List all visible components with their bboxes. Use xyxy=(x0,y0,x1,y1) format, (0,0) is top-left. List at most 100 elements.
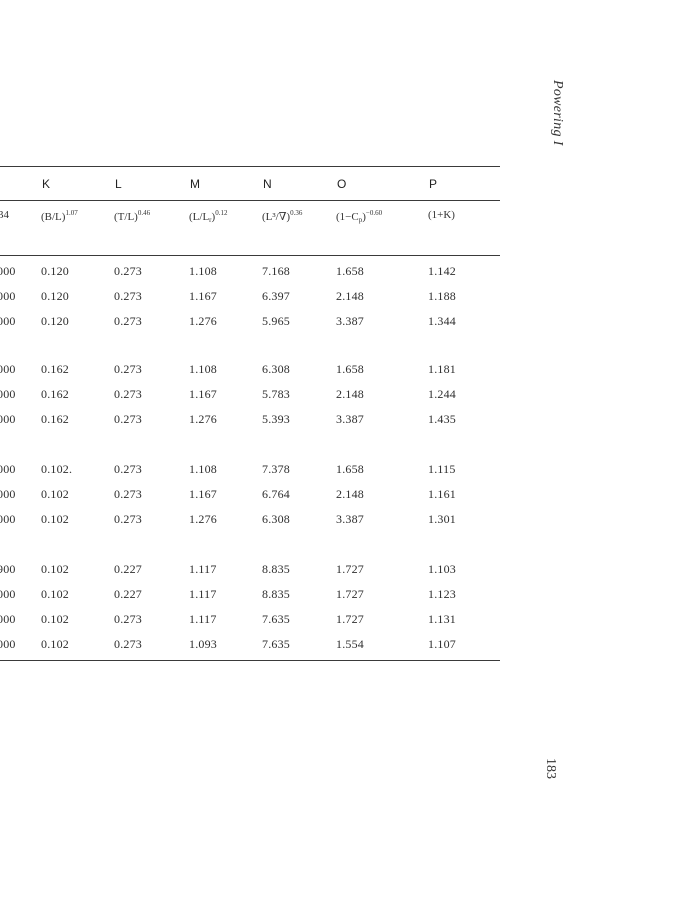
table-cell: 3.387 xyxy=(336,314,364,328)
table-cell: 0.273 xyxy=(114,314,142,328)
column-formula-3: (L/Lr)0.12 xyxy=(189,209,227,224)
table-cell: 1.301 xyxy=(428,512,456,526)
table-cell: 000 xyxy=(0,462,16,476)
table-cell: 1.276 xyxy=(189,314,217,328)
table-cell: 0.162 xyxy=(41,387,69,401)
table-cell: 1.123 xyxy=(428,587,456,601)
table-cell: 000 xyxy=(0,264,16,278)
table-cell: 1.658 xyxy=(336,462,364,476)
table-cell: 1.131 xyxy=(428,612,456,626)
table-cell: 3.387 xyxy=(336,512,364,526)
formula-exponent: 1.07 xyxy=(65,209,78,217)
table-cell: 1.554 xyxy=(336,637,364,651)
table-cell: 000 xyxy=(0,487,16,501)
table-cell: 1.727 xyxy=(336,587,364,601)
table-cell: 1.117 xyxy=(189,587,217,601)
column-letter-p: P xyxy=(429,177,438,191)
table-cell: 900 xyxy=(0,562,16,576)
table-header-rule xyxy=(0,200,500,201)
table-cell: 0.102 xyxy=(41,612,69,626)
table-cell: 6.397 xyxy=(262,289,290,303)
table-cell: 2.148 xyxy=(336,387,364,401)
formula-base: (1−C xyxy=(336,211,359,223)
table-cell: 0.102 xyxy=(41,562,69,576)
table-cell: 1.093 xyxy=(189,637,217,651)
table-cell: 5.393 xyxy=(262,412,290,426)
formula-base: (1+K) xyxy=(428,209,455,221)
table-cell: 1.108 xyxy=(189,362,217,376)
table-cell: 0.227 xyxy=(114,587,142,601)
table-cell: 0.102. xyxy=(41,462,73,476)
formula-exponent: 0.12 xyxy=(215,209,228,217)
table-cell: 0.102 xyxy=(41,487,69,501)
table-cell: 1.276 xyxy=(189,512,217,526)
column-formula-4: (L³/∇)0.36 xyxy=(262,209,302,223)
column-formula-text: 34 xyxy=(0,209,9,221)
page-number: 183 xyxy=(543,758,558,779)
table-cell: 7.635 xyxy=(262,637,290,651)
table-top-rule xyxy=(0,166,500,167)
table-cell: 0.273 xyxy=(114,264,142,278)
table-cell: 0.273 xyxy=(114,289,142,303)
table-cell: 1.103 xyxy=(428,562,456,576)
table-cell: 1.658 xyxy=(336,264,364,278)
table-cell: 0.273 xyxy=(114,462,142,476)
table-cell: 000 xyxy=(0,412,16,426)
running-head: Powering I xyxy=(550,80,565,146)
table-cell: 3.387 xyxy=(336,412,364,426)
table-cell: 0.273 xyxy=(114,412,142,426)
table-cell: 8.835 xyxy=(262,562,290,576)
table-cell: 7.635 xyxy=(262,612,290,626)
table-cell: 0.120 xyxy=(41,264,69,278)
table-cell: 0.102 xyxy=(41,587,69,601)
table-cell: 1.108 xyxy=(189,462,217,476)
table-cell: 0.273 xyxy=(114,612,142,626)
table-cell: 1.115 xyxy=(428,462,456,476)
table-cell: 6.764 xyxy=(262,487,290,501)
table-cell: 1.167 xyxy=(189,487,217,501)
table-cell: 7.378 xyxy=(262,462,290,476)
table-cell: 000 xyxy=(0,512,16,526)
table-cell: 0.120 xyxy=(41,314,69,328)
column-formula-6: (1+K) xyxy=(428,209,455,221)
formula-subscript: p xyxy=(358,216,363,224)
table-cell: 000 xyxy=(0,637,16,651)
formula-subscript: r xyxy=(209,216,212,224)
table-cell: 000 xyxy=(0,612,16,626)
formula-close: ) xyxy=(362,211,366,223)
column-letter-l: L xyxy=(115,177,122,191)
table-subheader-rule xyxy=(0,255,500,256)
table-cell: 2.148 xyxy=(336,289,364,303)
table-cell: 000 xyxy=(0,289,16,303)
table-cell: 1.161 xyxy=(428,487,456,501)
column-formula-1: (B/L)1.07 xyxy=(41,209,78,223)
column-formula-5: (1−Cp)−0.60 xyxy=(336,209,382,224)
table-cell: 7.168 xyxy=(262,264,290,278)
table-cell: 1.108 xyxy=(189,264,217,278)
table-cell: 6.308 xyxy=(262,362,290,376)
table-cell: 0.162 xyxy=(41,412,69,426)
column-letter-o: O xyxy=(337,177,347,191)
table-cell: 0.273 xyxy=(114,487,142,501)
formula-exponent: 0.46 xyxy=(137,209,151,217)
table-cell: 0.273 xyxy=(114,387,142,401)
table-cell: 0.120 xyxy=(41,289,69,303)
table-cell: 5.965 xyxy=(262,314,290,328)
table-cell: 1.244 xyxy=(428,387,456,401)
table-cell: 1.435 xyxy=(428,412,456,426)
table-cell: 1.167 xyxy=(189,387,217,401)
table-cell: 1.167 xyxy=(189,289,217,303)
formula-close: ) xyxy=(211,211,216,223)
table-cell: 0.273 xyxy=(114,637,142,651)
table-cell: 0.162 xyxy=(41,362,69,376)
table-cell: 1.727 xyxy=(336,612,364,626)
table-cell: 1.344 xyxy=(428,314,456,328)
column-formula-0: 34 xyxy=(0,209,9,221)
table-cell: 1.117 xyxy=(189,562,217,576)
table-cell: 1.276 xyxy=(189,412,217,426)
table-cell: 000 xyxy=(0,587,16,601)
column-letter-n: N xyxy=(263,177,272,191)
table-cell: 000 xyxy=(0,362,16,376)
table-cell: 1.142 xyxy=(428,264,456,278)
